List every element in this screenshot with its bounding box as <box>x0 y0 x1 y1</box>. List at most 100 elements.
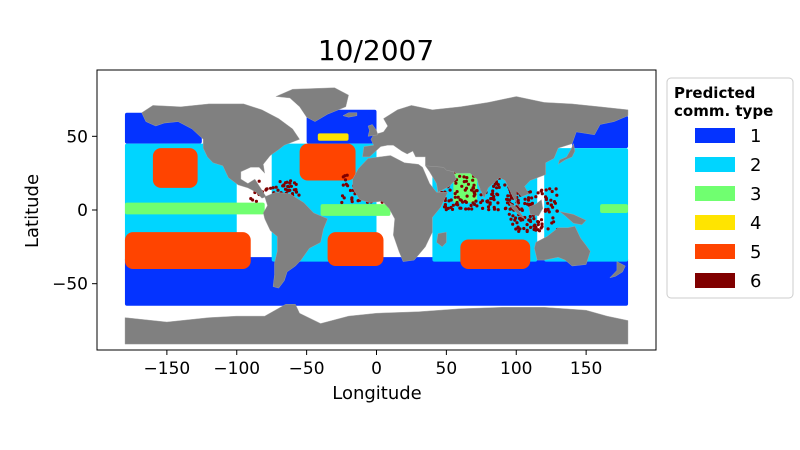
region-point <box>269 186 273 190</box>
region-point <box>530 201 535 205</box>
region-point <box>455 200 459 205</box>
region-point <box>286 189 291 193</box>
y-tick-label: −50 <box>52 275 88 295</box>
region-point <box>447 199 451 203</box>
region-point <box>455 190 459 194</box>
land-masses <box>124 87 629 345</box>
land-arabian-peninsula <box>424 165 457 193</box>
region-south-indian-gyre <box>460 239 531 269</box>
region-point <box>527 218 531 222</box>
region-point <box>516 226 520 230</box>
region-point <box>472 191 476 195</box>
region-point <box>294 188 298 192</box>
region-point <box>511 214 515 218</box>
region-point <box>505 197 509 201</box>
region-point <box>251 198 255 202</box>
region-point <box>539 218 544 222</box>
region-point <box>450 207 455 211</box>
land-sumatra <box>508 202 525 219</box>
region-point <box>554 187 558 191</box>
region-point <box>453 192 457 196</box>
x-tick-label: 0 <box>371 359 382 379</box>
region-point <box>552 220 556 224</box>
region-point <box>497 185 501 189</box>
region-north-atlantic-gyre <box>299 143 356 181</box>
region-point <box>464 207 468 211</box>
region-point <box>534 195 538 199</box>
region-point <box>463 188 467 192</box>
region-point <box>472 194 476 198</box>
region-point <box>551 205 555 209</box>
legend-swatch <box>695 244 735 259</box>
region-point <box>526 198 531 202</box>
region-point <box>472 202 477 206</box>
region-pacific-equatorial <box>124 202 265 215</box>
region-point <box>492 184 496 188</box>
region-point <box>486 205 491 209</box>
legend-label: 3 <box>750 184 761 205</box>
legend-label: 1 <box>750 126 761 147</box>
region-point <box>288 181 292 185</box>
region-point <box>471 178 475 182</box>
region-point <box>544 197 549 202</box>
region-point <box>517 229 521 233</box>
region-point <box>492 195 496 199</box>
region-point <box>470 207 474 211</box>
region-point <box>458 174 462 178</box>
region-point <box>340 200 344 205</box>
region-point <box>475 189 479 193</box>
region-point <box>491 189 495 193</box>
legend-swatch <box>695 157 735 172</box>
region-point <box>472 183 476 187</box>
region-point <box>508 207 512 211</box>
region-point <box>294 182 298 186</box>
region-point <box>549 198 553 202</box>
region-point <box>469 203 473 208</box>
region-point <box>507 212 511 216</box>
x-axis-label: Longitude <box>332 383 422 404</box>
x-tick-label: 50 <box>436 359 458 379</box>
region-point <box>356 199 360 203</box>
legend-title-line1: Predicted <box>674 84 755 102</box>
x-tick-label: −100 <box>213 359 260 379</box>
region-point <box>475 204 479 208</box>
region-south-pacific-gyre <box>124 232 251 269</box>
region-point <box>532 217 536 221</box>
region-point <box>506 194 510 198</box>
region-point <box>540 222 544 226</box>
legend-swatch <box>695 128 735 143</box>
region-point <box>536 223 540 227</box>
region-point <box>282 184 286 188</box>
legend-swatch <box>695 273 735 288</box>
region-point <box>520 217 524 221</box>
region-point <box>454 181 458 185</box>
region-point <box>343 178 348 182</box>
legend-swatch <box>695 215 735 230</box>
region-point <box>488 202 492 206</box>
region-north-atlantic-patch <box>317 133 349 141</box>
region-point <box>552 200 557 204</box>
region-point <box>466 182 471 186</box>
region-point <box>511 222 515 226</box>
region-point <box>467 207 471 211</box>
region-point <box>350 197 354 201</box>
legend-items: 1 2 3 4 5 6 <box>695 126 761 292</box>
region-point <box>522 226 526 231</box>
region-point <box>283 187 288 191</box>
region-point <box>490 192 494 196</box>
region-point <box>528 190 533 194</box>
region-point <box>451 203 455 207</box>
region-point <box>458 198 462 202</box>
land-madagascar <box>436 231 447 248</box>
region-point <box>462 175 466 179</box>
region-point <box>458 206 462 210</box>
legend-title-line2: comm. type <box>674 102 773 120</box>
y-axis: 50 0 −50 <box>52 127 97 295</box>
x-tick-label: −150 <box>144 359 191 379</box>
region-point <box>550 189 554 194</box>
region-point <box>548 187 552 191</box>
region-point <box>286 184 290 189</box>
region-point <box>348 188 353 193</box>
region-point <box>463 199 467 203</box>
legend-label: 6 <box>750 271 761 292</box>
